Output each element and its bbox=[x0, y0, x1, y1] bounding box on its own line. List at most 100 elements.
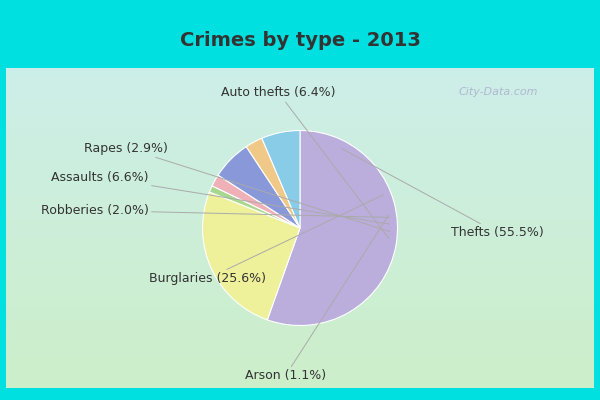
Bar bbox=[6, 311, 594, 313]
Bar bbox=[6, 81, 594, 83]
Bar bbox=[6, 83, 594, 85]
Bar bbox=[6, 300, 594, 303]
Bar bbox=[6, 266, 594, 268]
Bar bbox=[6, 348, 594, 350]
Bar bbox=[6, 104, 594, 106]
Bar bbox=[6, 294, 594, 296]
Bar bbox=[6, 228, 594, 230]
Bar bbox=[6, 177, 594, 179]
Bar bbox=[6, 100, 594, 102]
Bar bbox=[6, 89, 594, 92]
Bar bbox=[6, 358, 594, 360]
Bar bbox=[6, 290, 594, 292]
Wedge shape bbox=[218, 147, 300, 228]
Wedge shape bbox=[246, 138, 300, 228]
Bar bbox=[6, 147, 594, 149]
Bar bbox=[6, 241, 594, 243]
Bar bbox=[6, 328, 594, 330]
Bar bbox=[6, 247, 594, 249]
Bar bbox=[6, 341, 594, 343]
Bar bbox=[6, 124, 594, 126]
Bar bbox=[6, 70, 594, 72]
Bar bbox=[6, 277, 594, 279]
Bar bbox=[6, 72, 594, 74]
Bar bbox=[6, 153, 594, 156]
Bar bbox=[6, 350, 594, 352]
Bar bbox=[6, 286, 594, 288]
Bar bbox=[6, 87, 594, 89]
Bar bbox=[6, 170, 594, 172]
Bar bbox=[6, 74, 594, 76]
Bar bbox=[6, 164, 594, 166]
Bar bbox=[6, 217, 594, 220]
Bar bbox=[6, 166, 594, 168]
Bar bbox=[6, 132, 594, 134]
Bar bbox=[6, 296, 594, 298]
Bar bbox=[6, 149, 594, 151]
Wedge shape bbox=[267, 130, 397, 326]
Bar bbox=[6, 128, 594, 130]
Bar bbox=[6, 345, 594, 348]
Bar bbox=[6, 373, 594, 375]
Bar bbox=[6, 134, 594, 136]
Bar bbox=[6, 215, 594, 217]
Bar bbox=[6, 279, 594, 281]
Bar bbox=[6, 292, 594, 294]
Wedge shape bbox=[262, 130, 300, 228]
Bar bbox=[6, 337, 594, 339]
Bar bbox=[6, 339, 594, 341]
Bar bbox=[6, 198, 594, 200]
Bar bbox=[6, 352, 594, 354]
Bar bbox=[6, 162, 594, 164]
Bar bbox=[6, 220, 594, 222]
Bar bbox=[6, 138, 594, 140]
Bar bbox=[6, 209, 594, 211]
Bar bbox=[6, 185, 594, 188]
Bar bbox=[6, 200, 594, 202]
Bar bbox=[6, 360, 594, 362]
Bar bbox=[6, 202, 594, 204]
Bar bbox=[6, 79, 594, 81]
Text: Crimes by type - 2013: Crimes by type - 2013 bbox=[179, 30, 421, 50]
Bar bbox=[6, 326, 594, 328]
Bar bbox=[6, 303, 594, 305]
Bar bbox=[6, 130, 594, 132]
Bar bbox=[6, 386, 594, 388]
Bar bbox=[6, 175, 594, 177]
Bar bbox=[6, 260, 594, 262]
Bar bbox=[6, 213, 594, 215]
Bar bbox=[6, 239, 594, 241]
Text: Rapes (2.9%): Rapes (2.9%) bbox=[85, 142, 389, 232]
Bar bbox=[6, 362, 594, 364]
Wedge shape bbox=[212, 175, 300, 228]
Bar bbox=[6, 194, 594, 196]
Text: Arson (1.1%): Arson (1.1%) bbox=[245, 215, 389, 382]
Bar bbox=[6, 313, 594, 316]
Bar bbox=[6, 234, 594, 236]
Bar bbox=[6, 140, 594, 143]
Bar bbox=[6, 230, 594, 232]
Bar bbox=[6, 168, 594, 170]
Bar bbox=[6, 115, 594, 117]
Bar bbox=[6, 298, 594, 300]
Bar bbox=[6, 151, 594, 153]
Bar bbox=[6, 98, 594, 100]
Bar bbox=[6, 211, 594, 213]
Bar bbox=[6, 375, 594, 377]
Bar bbox=[6, 380, 594, 382]
Bar bbox=[6, 136, 594, 138]
Bar bbox=[6, 192, 594, 194]
Text: Auto thefts (6.4%): Auto thefts (6.4%) bbox=[221, 86, 389, 239]
Bar bbox=[6, 275, 594, 277]
Bar bbox=[6, 364, 594, 367]
Bar bbox=[6, 309, 594, 311]
Bar bbox=[6, 245, 594, 247]
Bar bbox=[6, 369, 594, 371]
Bar bbox=[6, 330, 594, 332]
Bar bbox=[6, 160, 594, 162]
Bar bbox=[6, 271, 594, 273]
Bar bbox=[6, 204, 594, 207]
Bar bbox=[6, 343, 594, 345]
Bar bbox=[6, 143, 594, 145]
Bar bbox=[6, 183, 594, 185]
